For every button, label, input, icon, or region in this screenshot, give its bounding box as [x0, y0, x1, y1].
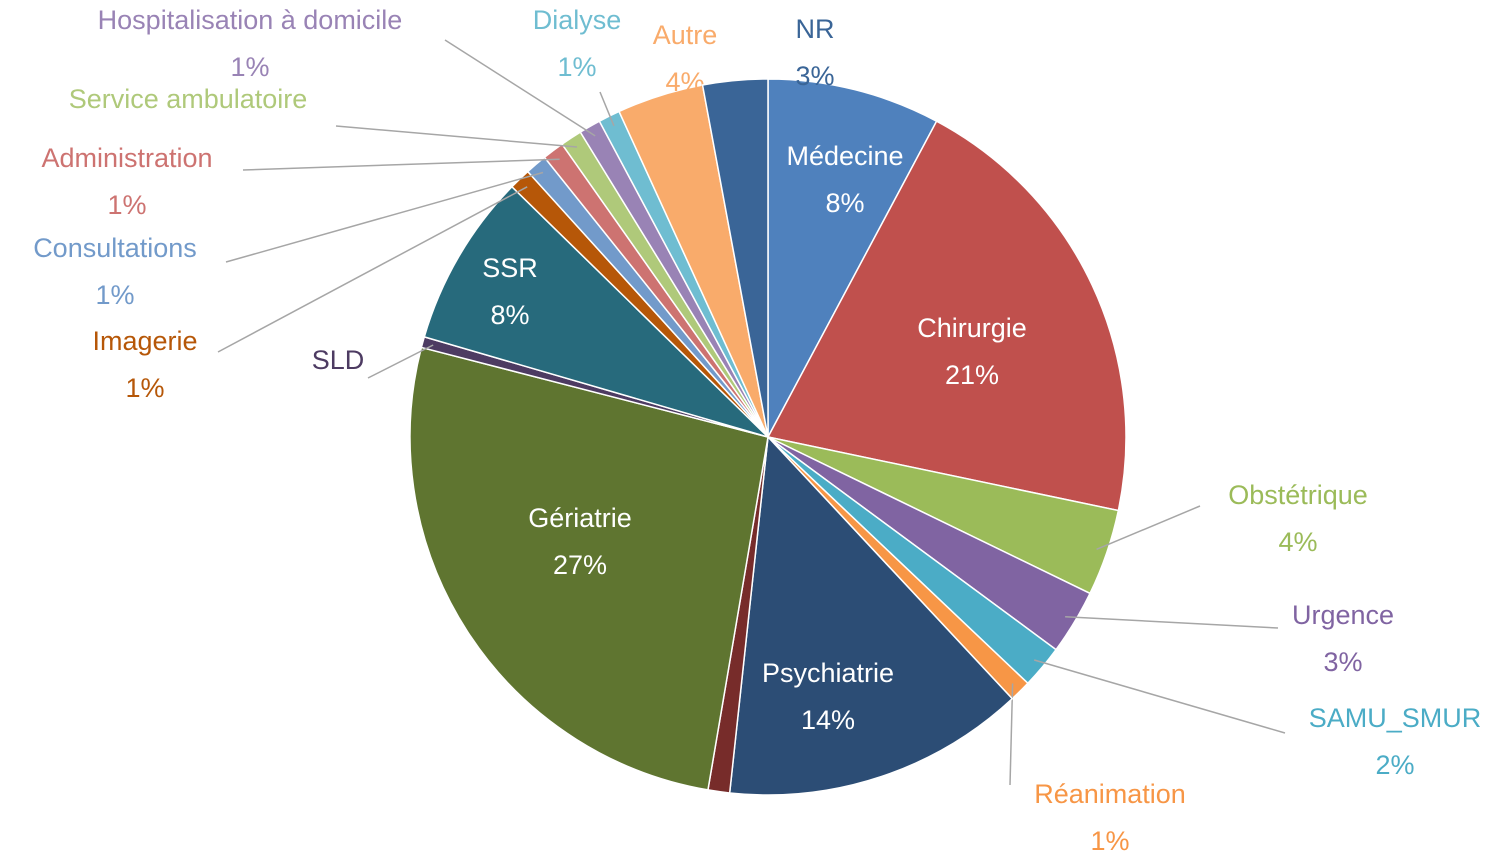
value-label: 4% [1278, 527, 1317, 557]
value-label: 14% [801, 705, 855, 735]
category-label: Service ambulatoire [69, 84, 308, 114]
pie-slice [728, 435, 1014, 796]
leader-line [599, 91, 615, 127]
value-label: 4% [665, 67, 704, 97]
leader-line [335, 125, 578, 148]
pie-slice [766, 120, 1127, 512]
category-label: Gériatrie [528, 503, 632, 533]
category-label: SLD [312, 345, 365, 375]
value-label: 1% [125, 373, 164, 403]
leader-line [242, 158, 560, 171]
category-label: Imagerie [92, 326, 197, 356]
category-label: NR [796, 14, 835, 44]
value-label: 1% [557, 52, 596, 82]
value-label: 1% [1090, 826, 1129, 856]
value-label: 8% [490, 300, 529, 330]
leader-line [444, 39, 596, 137]
value-label: 1% [230, 52, 269, 82]
category-label: Dialyse [533, 5, 622, 35]
leader-line [217, 186, 528, 353]
leader-line [367, 344, 434, 379]
pie-slice [409, 346, 769, 791]
value-label: 27% [553, 550, 607, 580]
value-label: 1% [95, 280, 134, 310]
category-label: Médecine [786, 141, 903, 171]
category-label: Urgence [1292, 600, 1394, 630]
value-label: 21% [945, 360, 999, 390]
leader-line [1096, 505, 1201, 551]
pie-slice [767, 78, 938, 438]
value-label: 3% [1323, 647, 1362, 677]
leader-line [1009, 683, 1014, 786]
leader-line [1065, 615, 1279, 629]
value-label: 8% [825, 188, 864, 218]
value-label: 3% [795, 61, 834, 91]
value-label: 1% [645, 840, 684, 868]
category-label: Psychiatrie [762, 658, 894, 688]
category-label: Obstétrique [1228, 480, 1368, 510]
category-label: SAMU_SMUR [1309, 703, 1482, 733]
category-label: Hospitalisation à domicile [98, 5, 403, 35]
category-label: Autre [653, 20, 718, 50]
category-label: Chirurgie [917, 313, 1027, 343]
value-label: 2% [1375, 750, 1414, 780]
category-label: Réanimation [1034, 779, 1186, 809]
value-label: 1% [107, 190, 146, 220]
pie-slice [701, 78, 769, 438]
leader-line [1033, 659, 1286, 734]
leader-line [225, 171, 544, 263]
category-label: SSR [482, 253, 538, 283]
category-label: Administration [41, 143, 212, 173]
category-label: Consultations [33, 233, 197, 263]
pie-slice [423, 185, 769, 438]
category-label: Pédiatrie [612, 793, 719, 823]
